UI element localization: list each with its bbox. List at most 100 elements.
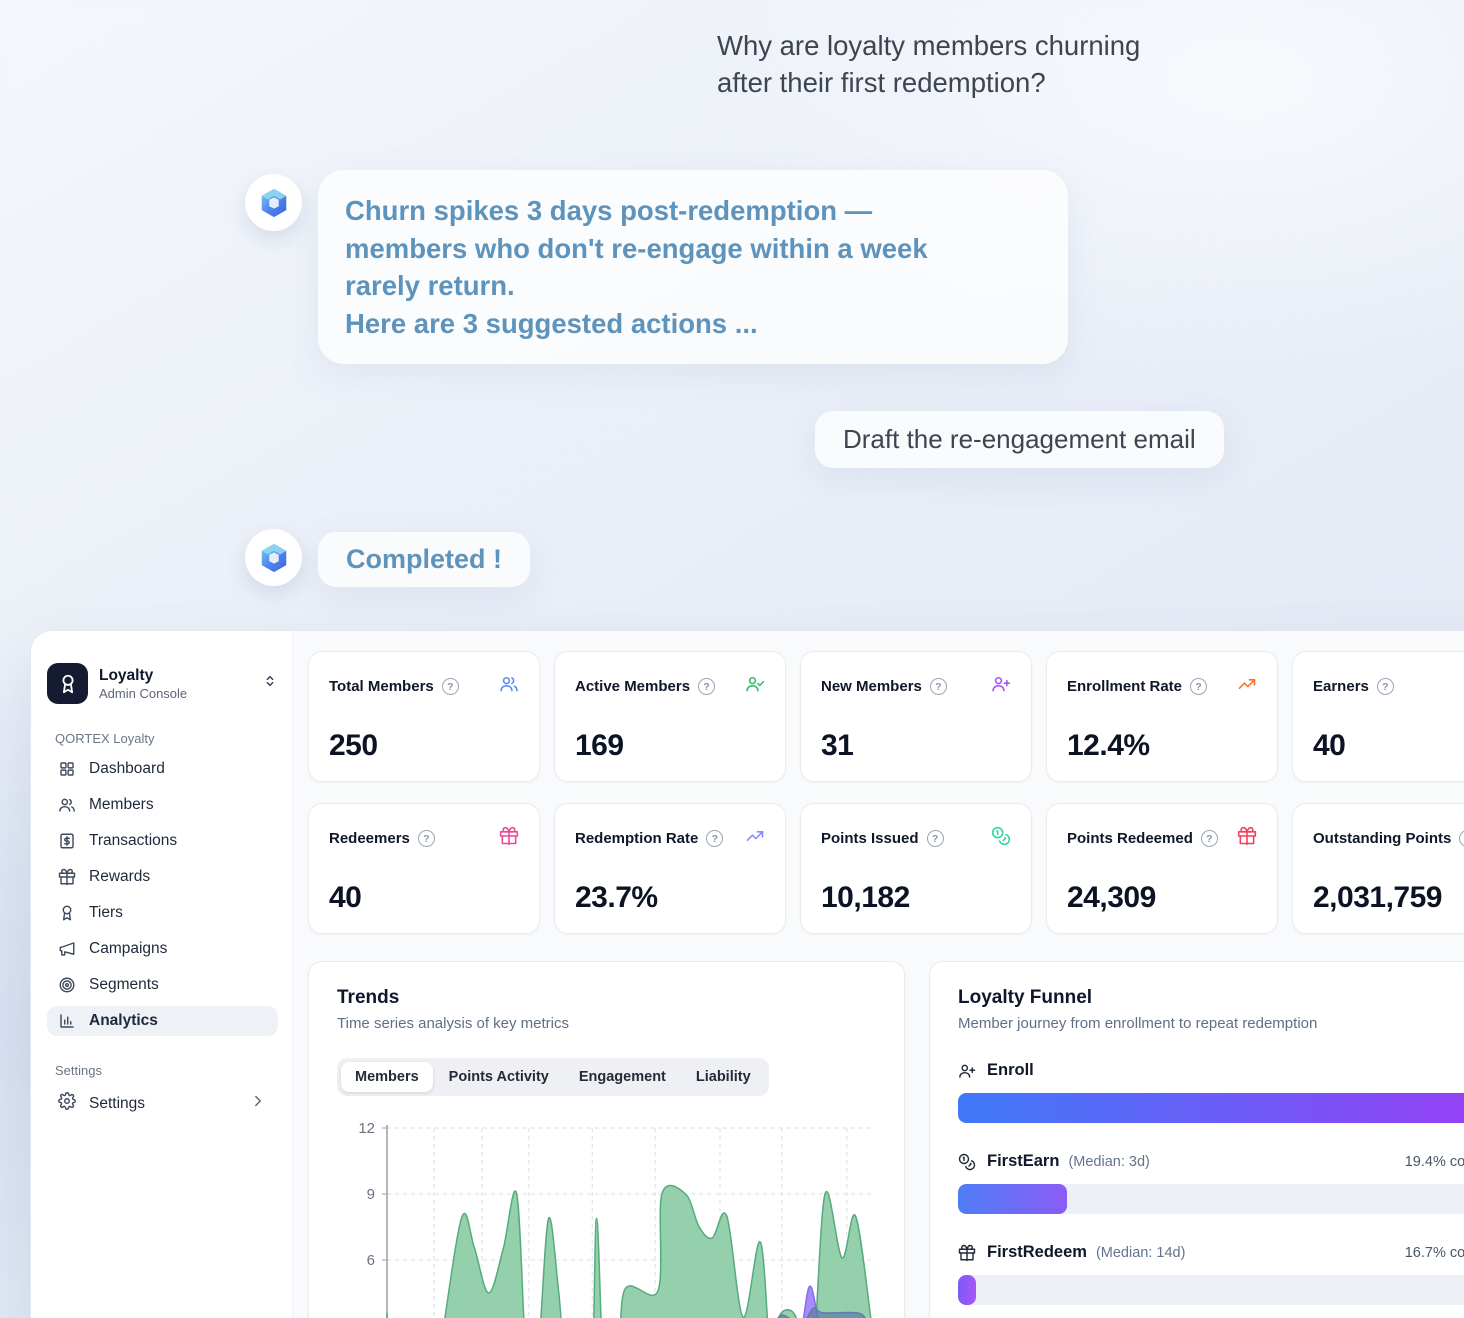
funnel-stage-conversion: 19.4% conversion: [1404, 1153, 1464, 1170]
sidebar-item-transactions[interactable]: Transactions: [47, 826, 278, 856]
metric-label: Points Issued: [821, 830, 919, 847]
metric-card: Redemption Rate? 23.7%: [554, 803, 786, 934]
metric-label: Redemption Rate: [575, 830, 699, 847]
user-plus-icon: [992, 676, 1011, 692]
sidebar-section-label: Settings: [55, 1063, 102, 1078]
funnel-stage-bar: [958, 1093, 1464, 1123]
svg-text:6: 6: [367, 1252, 375, 1269]
user-check-icon: [746, 676, 765, 692]
metric-value: 40: [329, 881, 362, 914]
metric-card: Enrollment Rate? 12.4%: [1046, 651, 1278, 782]
sidebar-item-settings[interactable]: Settings: [47, 1086, 278, 1121]
sidebar-item-label: Tiers: [89, 904, 123, 921]
metric-card: Earners? 40: [1292, 651, 1464, 782]
metric-value: 24,309: [1067, 881, 1156, 914]
funnel-stage-label: FirstRedeem: [987, 1243, 1087, 1261]
qortex-logo-icon: [261, 543, 286, 572]
loyalty-app-logo: [47, 663, 88, 704]
sidebar-item-analytics[interactable]: Analytics: [47, 1006, 278, 1036]
workspace-switcher[interactable]: Loyalty Admin Console: [47, 663, 278, 704]
target-icon: [59, 977, 75, 993]
assistant-avatar: [245, 174, 302, 231]
tab-engagement[interactable]: Engagement: [578, 1069, 666, 1085]
chevrons-up-down-icon: [266, 675, 274, 687]
users-icon: [59, 798, 75, 812]
help-icon[interactable]: ?: [417, 830, 435, 847]
metric-value: 250: [329, 729, 378, 762]
metric-card-row: Total Members? 250 Active Members? 169 New M…: [308, 651, 1464, 782]
metric-value: 169: [575, 729, 624, 762]
metric-card: Points Issued? 10,182: [800, 803, 1032, 934]
admin-console-window: Loyalty Admin Console QORTEX Loyalty Das…: [30, 630, 1464, 1318]
metric-value: 10,182: [821, 881, 910, 914]
users-icon: [500, 676, 518, 692]
megaphone-icon: [59, 942, 75, 956]
help-icon[interactable]: ?: [1200, 830, 1218, 847]
funnel-stage-firstearn: FirstEarn (Median: 3d) 19.4% conversion: [958, 1152, 1464, 1214]
user-question-line: Why are loyalty members churning: [717, 30, 1141, 61]
metric-card: New Members? 31: [800, 651, 1032, 782]
metric-card: Points Redeemed? 24,309: [1046, 803, 1278, 934]
sidebar-item-dashboard[interactable]: Dashboard: [47, 754, 278, 784]
gift-icon: [1237, 826, 1257, 846]
trends-title: Trends: [337, 987, 400, 1008]
help-icon[interactable]: ?: [441, 678, 459, 695]
metric-card: Redeemers? 40: [308, 803, 540, 934]
transactions-icon: [60, 833, 74, 849]
sidebar-item-rewards[interactable]: Rewards: [47, 862, 278, 892]
sidebar-item-label: Rewards: [89, 868, 151, 885]
funnel-stage-bar: [958, 1275, 1464, 1305]
help-icon[interactable]: ?: [698, 678, 716, 695]
metric-label: Earners: [1313, 678, 1369, 695]
funnel-stage-firstredeem: FirstRedeem (Median: 14d) 16.7% conversion: [958, 1243, 1464, 1305]
help-icon[interactable]: ?: [706, 830, 724, 847]
assistant-avatar: [245, 529, 302, 586]
funnel-stage-enroll: Enroll: [958, 1061, 1464, 1123]
metric-card: Active Members? 169: [554, 651, 786, 782]
assistant-message-completed: Completed !: [318, 532, 531, 587]
metric-label: New Members: [821, 678, 922, 695]
user-message-draft-request: Draft the re-engagement email: [815, 411, 1224, 468]
metric-value: 12.4%: [1067, 729, 1150, 762]
sidebar-item-segments[interactable]: Segments: [47, 970, 278, 1000]
gift-icon: [958, 1244, 976, 1261]
tab-members[interactable]: Members: [341, 1062, 433, 1092]
trending-up-icon: [1238, 679, 1256, 689]
funnel-stage-bar-fill: [958, 1275, 976, 1305]
help-icon[interactable]: ?: [926, 830, 944, 847]
metric-card: Total Members? 250: [308, 651, 540, 782]
metric-label: Active Members: [575, 678, 691, 695]
tab-liability[interactable]: Liability: [695, 1069, 751, 1085]
trending-up-icon: [746, 831, 764, 841]
help-icon[interactable]: ?: [1459, 830, 1464, 847]
sidebar-item-tiers[interactable]: Tiers: [47, 898, 278, 928]
help-icon[interactable]: ?: [1376, 678, 1394, 695]
sidebar-item-campaigns[interactable]: Campaigns: [47, 934, 278, 964]
sidebar-item-members[interactable]: Members: [47, 790, 278, 820]
loyalty-funnel-panel: Loyalty Funnel Member journey from enrol…: [929, 961, 1464, 1318]
coins-icon: [991, 826, 1011, 846]
help-icon[interactable]: ?: [929, 678, 947, 695]
sidebar-item-label: Transactions: [89, 832, 178, 849]
user-plus-icon: [959, 1064, 976, 1078]
tab-points-activity[interactable]: Points Activity: [448, 1069, 549, 1085]
sidebar-section-label: QORTEX Loyalty: [55, 731, 155, 746]
workspace-subtitle: Admin Console: [99, 685, 188, 701]
award-icon: [62, 674, 73, 693]
help-icon[interactable]: ?: [1190, 678, 1208, 695]
funnel-stage-median: (Median: 14d): [1095, 1244, 1186, 1261]
chevrons-up-down-icon[interactable]: [262, 673, 278, 694]
metric-value: 31: [821, 729, 854, 762]
funnel-stage-label: FirstEarn: [987, 1152, 1060, 1170]
metric-label: Points Redeemed: [1067, 830, 1193, 847]
trends-subtitle: Time series analysis of key metrics: [337, 1015, 570, 1032]
metric-value: 40: [1313, 729, 1346, 762]
sidebar-item-label: Analytics: [89, 1012, 158, 1029]
sidebar-item-label: Dashboard: [89, 760, 165, 777]
qortex-logo-icon: [261, 188, 286, 217]
series-members-green: [386, 1184, 872, 1318]
funnel-subtitle: Member journey from enrollment to repeat…: [958, 1015, 1318, 1032]
metric-label: Enrollment Rate: [1067, 678, 1183, 695]
funnel-title: Loyalty Funnel: [958, 987, 1093, 1008]
funnel-stage-median: (Median: 3d): [1068, 1153, 1150, 1170]
